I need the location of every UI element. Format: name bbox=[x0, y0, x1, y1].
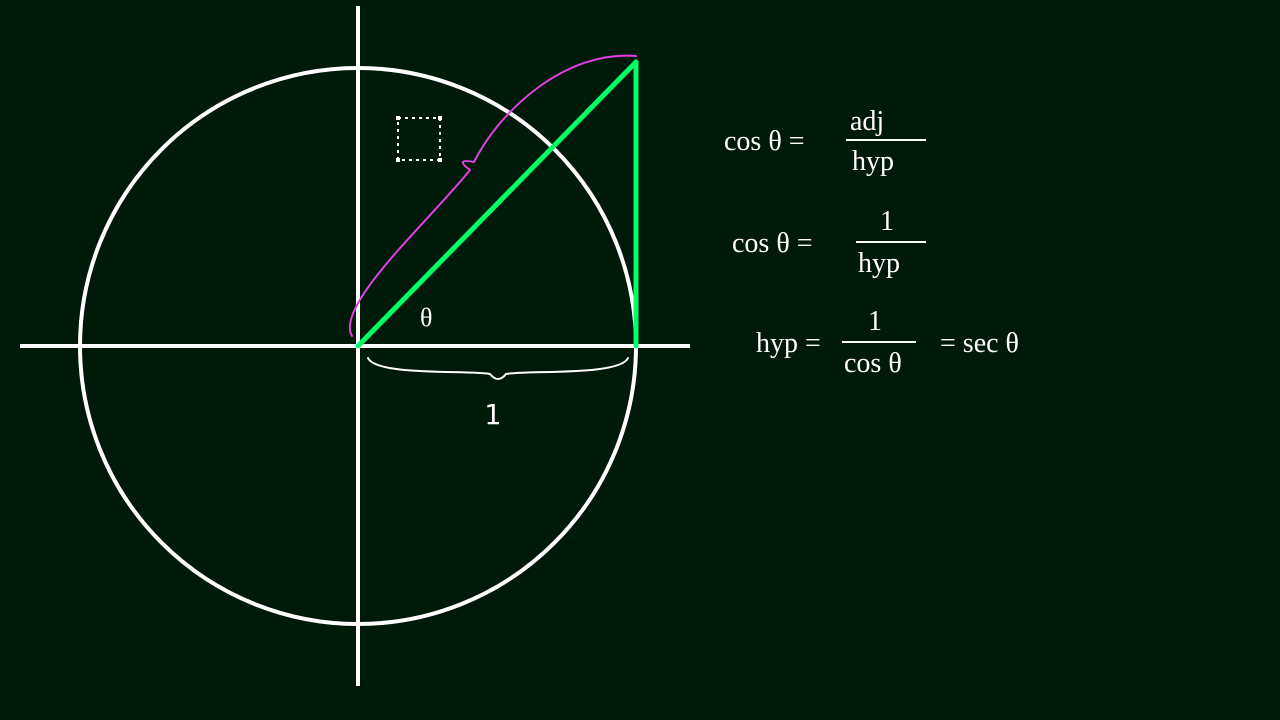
selection-handle bbox=[396, 116, 400, 120]
eq3-lhs: hyp = bbox=[756, 328, 821, 359]
eq3-num: 1 bbox=[868, 306, 882, 337]
eq3-den: cos θ bbox=[844, 348, 902, 379]
eq3-rhs: = sec θ bbox=[940, 328, 1019, 359]
selection-handle bbox=[396, 158, 400, 162]
eq1-den: hyp bbox=[852, 146, 894, 177]
one-label: 1 bbox=[484, 398, 501, 431]
background bbox=[0, 0, 1280, 720]
eq2-den: hyp bbox=[858, 248, 900, 279]
theta-label: θ bbox=[420, 303, 432, 332]
eq1-num: adj bbox=[850, 106, 884, 137]
eq2-lhs: cos θ = bbox=[732, 228, 813, 259]
eq1-lhs: cos θ = bbox=[724, 126, 805, 157]
selection-handle bbox=[438, 116, 442, 120]
eq2-num: 1 bbox=[880, 206, 894, 237]
selection-handle bbox=[438, 158, 442, 162]
